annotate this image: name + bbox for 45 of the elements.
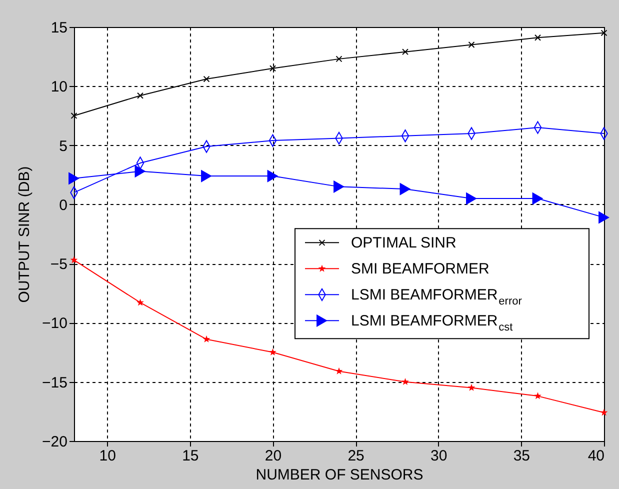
point — [534, 392, 542, 400]
point — [70, 112, 78, 119]
x-tick-label: 30 — [430, 448, 448, 464]
point — [534, 34, 541, 41]
y-tick-label: 10 — [50, 78, 68, 96]
point — [202, 335, 210, 342]
point — [201, 170, 212, 182]
y-tick-label: −15 — [42, 374, 68, 392]
point — [270, 65, 276, 72]
point — [269, 348, 276, 356]
y-tick-label: −10 — [42, 315, 68, 332]
point — [203, 76, 210, 82]
point — [137, 92, 144, 99]
point — [402, 48, 408, 56]
point — [400, 182, 411, 196]
x-tick-label: 15 — [182, 448, 199, 464]
y-axis-title: OUTPUT SINR (DB) — [16, 166, 34, 303]
point — [267, 170, 278, 182]
point — [598, 211, 610, 224]
x-tick-label: 10 — [99, 448, 116, 464]
point — [532, 192, 544, 205]
x-axis-title: NUMBER OF SENSORS — [256, 466, 424, 484]
point — [68, 172, 80, 185]
point — [468, 384, 476, 391]
point — [136, 298, 144, 306]
point — [600, 408, 608, 416]
y-tick-label: 5 — [59, 138, 68, 155]
point — [336, 56, 342, 62]
point — [402, 378, 409, 385]
point — [466, 192, 477, 205]
x-tick-label: 25 — [348, 448, 364, 464]
x-tick-label: 35 — [513, 448, 530, 464]
legend-label: OPTIMAL SINR — [351, 234, 456, 252]
y-tick-label: −20 — [42, 434, 68, 450]
legend-label: SMI BEAMFORMER — [351, 260, 490, 278]
point — [334, 180, 344, 194]
point — [134, 164, 146, 178]
point — [70, 256, 78, 264]
point — [468, 42, 475, 48]
x-tick-label: 40 — [588, 448, 604, 464]
y-tick-label: 0 — [59, 196, 68, 214]
y-tick-label: 15 — [50, 20, 68, 36]
point — [600, 30, 608, 36]
x-tick-label: 20 — [264, 448, 282, 464]
y-tick-label: −5 — [50, 256, 68, 274]
